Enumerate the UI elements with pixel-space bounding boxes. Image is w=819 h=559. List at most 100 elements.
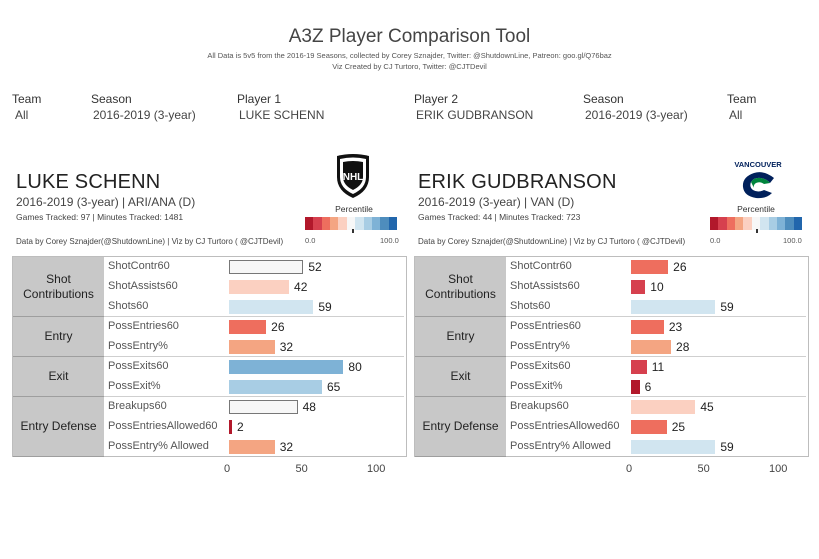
scale-swatch xyxy=(760,217,769,230)
scale-swatch xyxy=(785,217,794,230)
x-tick-label: 100 xyxy=(367,463,386,475)
scale-swatch xyxy=(726,217,736,230)
x-tick-label: 50 xyxy=(295,463,308,475)
player-2-pct-min: 0.0 xyxy=(710,236,721,245)
bar-value-label: 32 xyxy=(279,440,294,454)
scale-swatch xyxy=(751,217,761,230)
bar[interactable] xyxy=(229,420,232,434)
group-label: Entry xyxy=(13,317,104,357)
metric-label: PossEntries60 xyxy=(108,320,179,332)
bar-value-label: 59 xyxy=(720,300,734,314)
metric-label: PossEntry% xyxy=(108,340,168,352)
bar[interactable] xyxy=(631,360,647,374)
player-2-chart: Shot Contributions ShotContr60 26 ShotAssis… xyxy=(414,256,809,457)
player-2-credit: Data by Corey Sznajder(@ShutdownLine) | … xyxy=(418,237,686,246)
bar-value-label: 52 xyxy=(308,260,322,274)
metric-label: PossEntry% Allowed xyxy=(510,440,611,452)
metric-label: ShotAssists60 xyxy=(510,280,580,292)
bar[interactable] xyxy=(631,400,696,414)
bar[interactable] xyxy=(631,300,716,314)
bar-value-label: 42 xyxy=(294,280,308,294)
filter-season-1-label: Season xyxy=(91,92,132,106)
bar[interactable] xyxy=(229,340,275,354)
group-label: Shot Contributions xyxy=(415,257,506,317)
bar[interactable] xyxy=(229,260,304,274)
filter-season-2-select[interactable]: 2016-2019 (3-year) xyxy=(585,108,688,122)
group-divider xyxy=(104,356,404,357)
nhl-shield-logo: NHL xyxy=(337,154,369,198)
bar-value-label: 11 xyxy=(651,360,665,374)
filter-team-1-label: Team xyxy=(12,92,42,106)
filter-team-2-select[interactable]: All xyxy=(729,108,743,122)
scale-swatch xyxy=(330,217,339,230)
scale-swatch xyxy=(321,217,331,230)
player-1-percentile-scale xyxy=(305,217,397,230)
player-1-pct-max: 100.0 xyxy=(380,236,399,245)
bar[interactable] xyxy=(229,280,290,294)
group-label: Shot Contributions xyxy=(13,257,104,317)
group-divider xyxy=(104,396,404,397)
bar-value-label: 32 xyxy=(279,340,294,354)
filter-season-1-select[interactable]: 2016-2019 (3-year) xyxy=(93,108,196,122)
bar[interactable] xyxy=(631,440,716,454)
metric-label: PossEntriesAllowed60 xyxy=(108,420,218,432)
scale-swatch xyxy=(710,217,719,230)
bar[interactable] xyxy=(229,320,267,334)
scale-swatch xyxy=(776,217,786,230)
scale-swatch xyxy=(355,217,364,230)
bar[interactable] xyxy=(631,260,669,274)
bar[interactable] xyxy=(229,360,344,374)
player-1-percentile-label: Percentile xyxy=(335,204,373,214)
bar-value-label: 2 xyxy=(237,420,244,434)
subtitle-line-1: All Data is 5v5 from the 2016-19 Seasons… xyxy=(207,51,612,60)
scale-swatch xyxy=(793,217,802,230)
bar[interactable] xyxy=(631,280,646,294)
bar[interactable] xyxy=(631,320,664,334)
vancouver-canucks-logo: VANCOUVER xyxy=(734,160,782,199)
scale-swatch xyxy=(313,217,322,230)
filter-player-1-select[interactable]: LUKE SCHENN xyxy=(239,108,325,122)
metric-label: PossEntriesAllowed60 xyxy=(510,420,620,432)
group-label: Exit xyxy=(415,357,506,397)
group-divider xyxy=(104,316,404,317)
group-divider xyxy=(506,356,806,357)
bar-value-label: 59 xyxy=(720,440,734,454)
metric-label: PossExits60 xyxy=(108,360,169,372)
metric-label: ShotContr60 xyxy=(510,260,572,272)
bar[interactable] xyxy=(631,340,672,354)
player-1-scale-marker xyxy=(352,229,354,233)
player-2-games-minutes: Games Tracked: 44 | Minutes Tracked: 723 xyxy=(418,212,581,222)
metric-label: PossExit% xyxy=(510,380,563,392)
bar[interactable] xyxy=(631,420,667,434)
x-tick-label: 0 xyxy=(626,463,633,475)
metric-label: PossEntry% Allowed xyxy=(108,440,209,452)
player-2-name: ERIK GUDBRANSON xyxy=(418,171,617,193)
scale-swatch xyxy=(743,217,752,230)
player-2-percentile-scale xyxy=(710,217,802,230)
metric-label: ShotContr60 xyxy=(108,260,170,272)
metric-label: PossEntry% xyxy=(510,340,570,352)
bar-value-label: 65 xyxy=(326,380,341,394)
x-tick-label: 100 xyxy=(769,463,788,475)
filter-team-1-select[interactable]: All xyxy=(15,108,29,122)
player-2-scale-marker xyxy=(756,229,758,233)
scale-swatch xyxy=(305,217,314,230)
scale-swatch xyxy=(363,217,372,230)
bar[interactable] xyxy=(229,300,314,314)
nhl-logo-text: NHL xyxy=(343,172,364,183)
bar-value-label: 6 xyxy=(644,380,652,394)
bar[interactable] xyxy=(229,380,322,394)
filter-season-2-label: Season xyxy=(583,92,624,106)
group-label: Exit xyxy=(13,357,104,397)
bar[interactable] xyxy=(229,440,275,454)
bar-value-label: 26 xyxy=(673,260,687,274)
filter-player-2-select[interactable]: ERIK GUDBRANSON xyxy=(416,108,534,122)
bar-value-label: 28 xyxy=(676,340,690,354)
bar[interactable] xyxy=(229,400,298,414)
group-label: Entry xyxy=(415,317,506,357)
bar[interactable] xyxy=(631,380,640,394)
scale-swatch xyxy=(338,217,347,230)
filter-player-1-label: Player 1 xyxy=(237,92,282,106)
scale-swatch xyxy=(346,217,356,230)
player-2-info: 2016-2019 (3-year) | VAN (D) xyxy=(418,195,575,209)
